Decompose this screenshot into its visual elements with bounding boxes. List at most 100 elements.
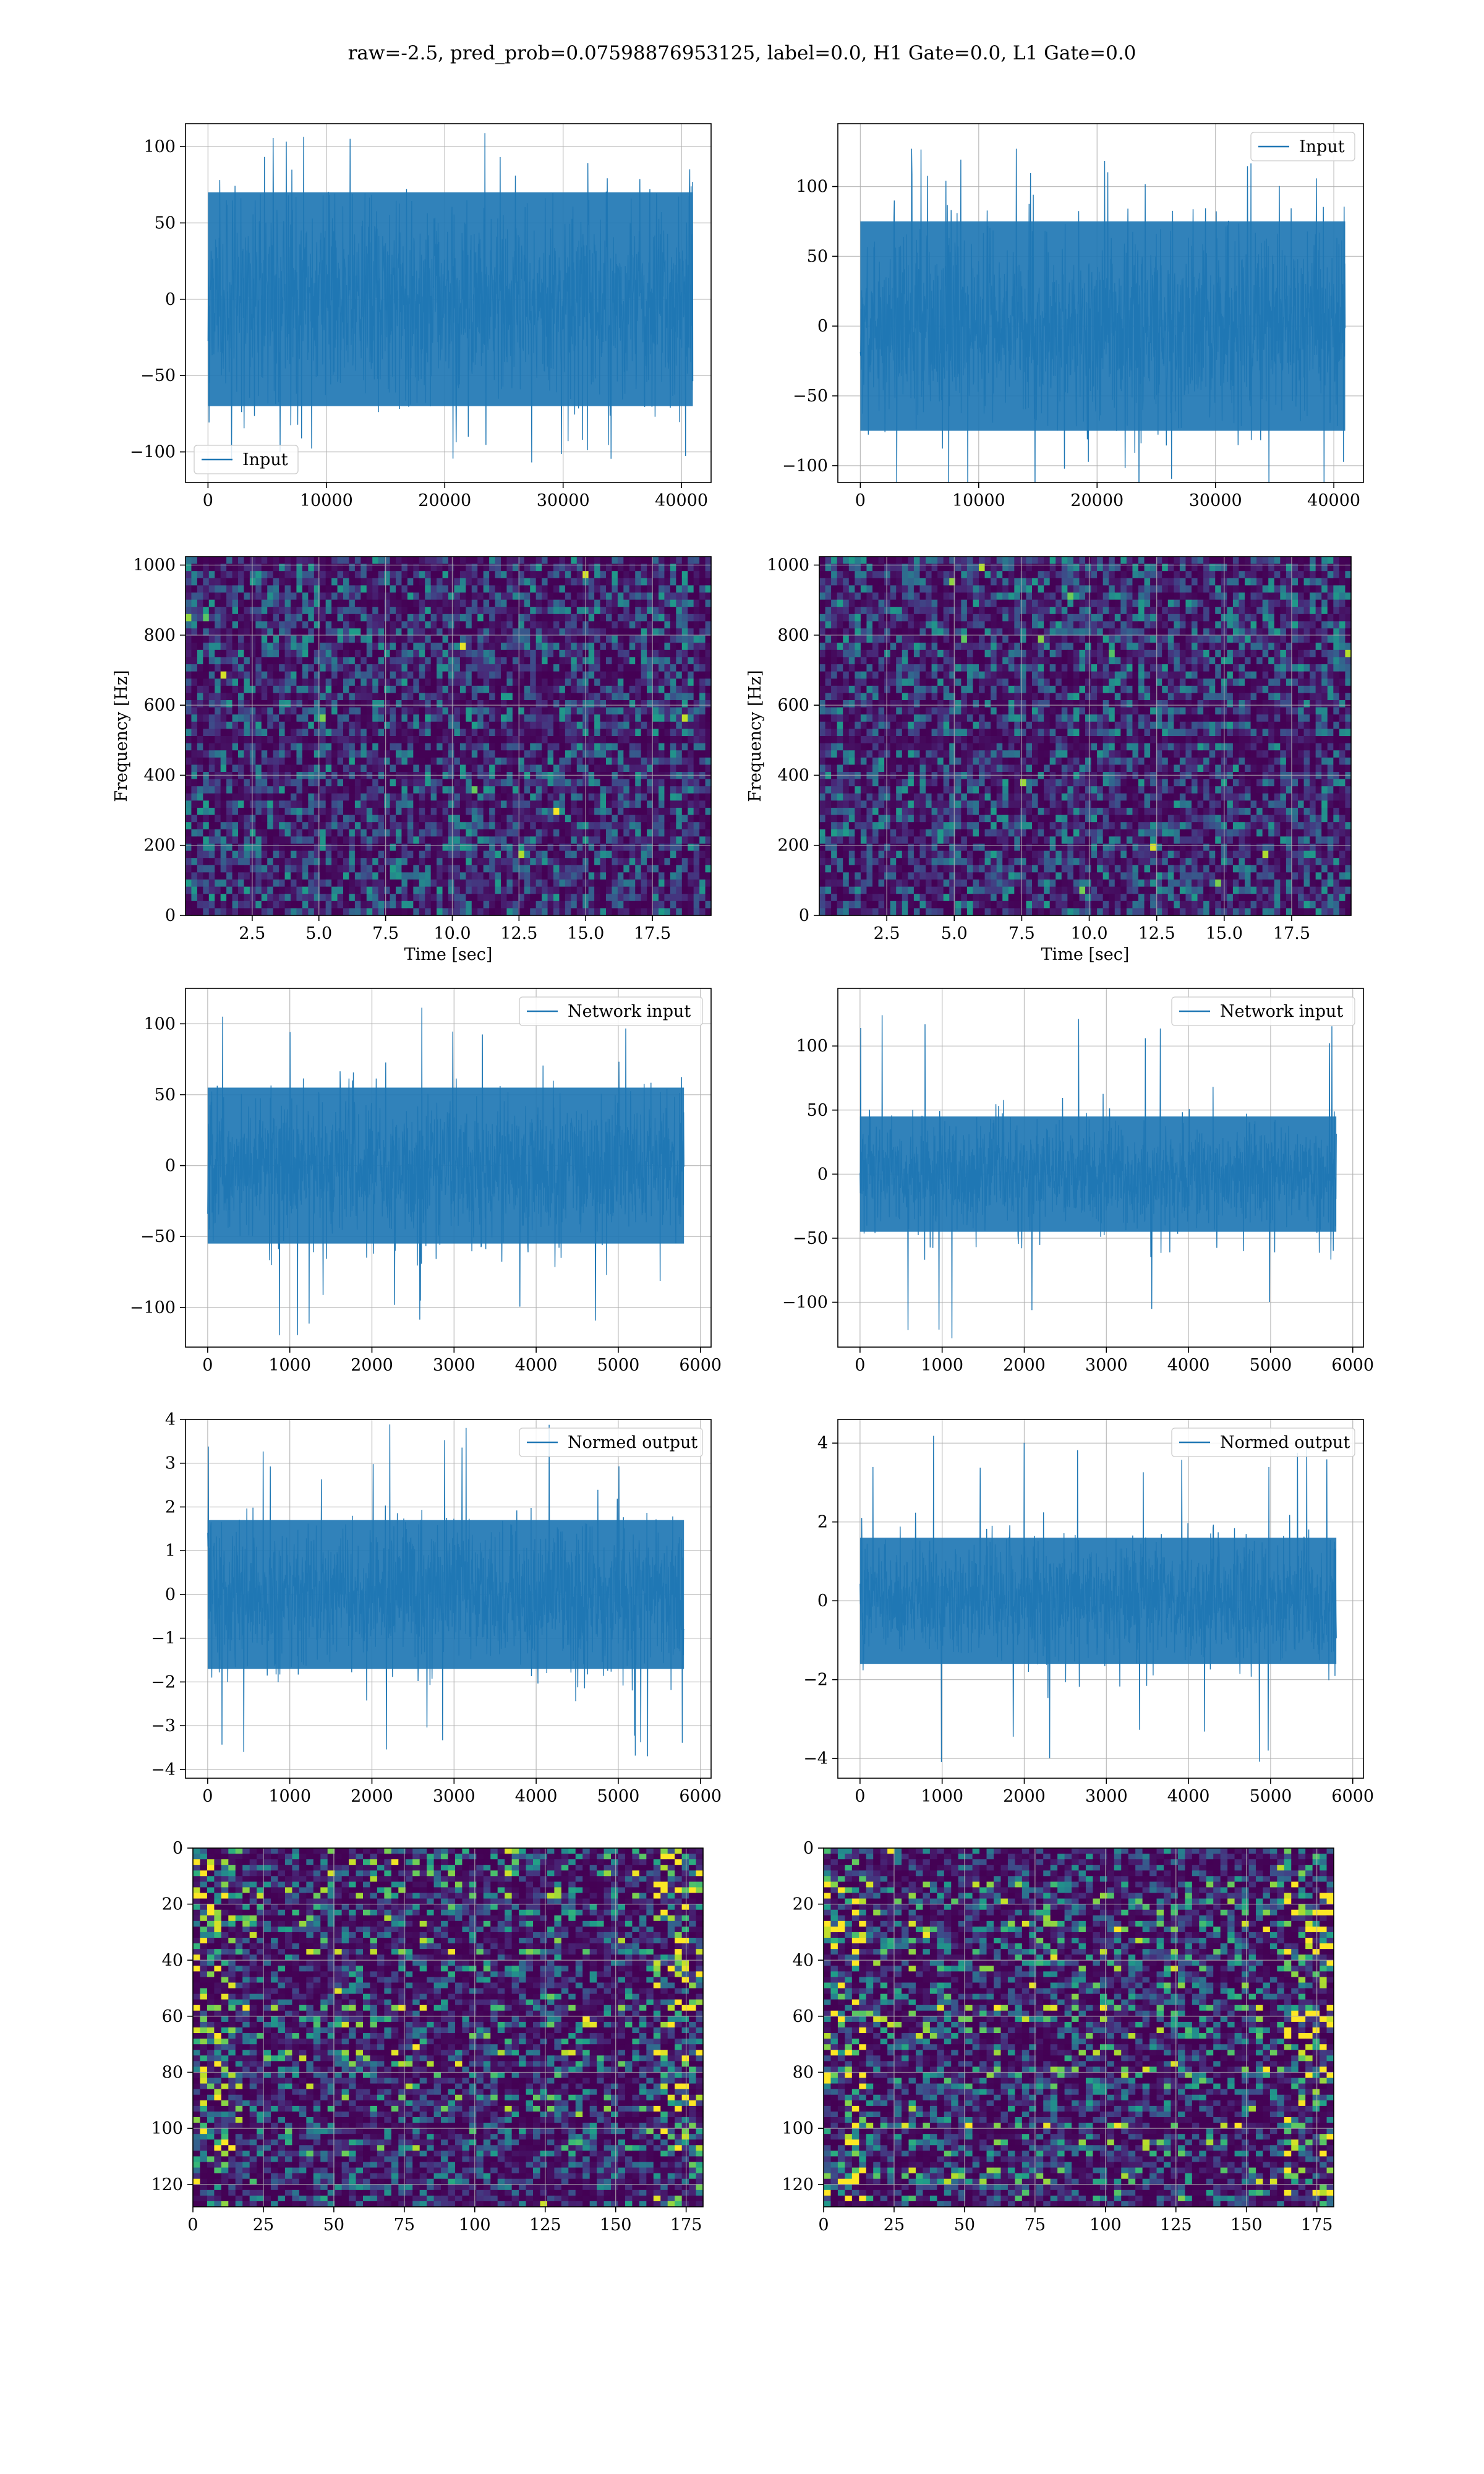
spectrogram-h1-xtick-label: 12.5 (500, 924, 537, 943)
normed-output-l1-panel: 0 1000 2000 3000 4000 5000 6000 −4 −2 0 2 4 Normed o… (803, 1419, 1374, 1806)
network-input-h1-series-band (207, 1087, 684, 1244)
input-l1-xtick-label: 40000 (1307, 491, 1360, 510)
figure-title: raw=-2.5, pred_prob=0.07598876953125, la… (348, 42, 1136, 64)
network-input-l1-xtick-label: 2000 (1003, 1356, 1046, 1375)
network-input-l1-legend-label: Network input (1220, 1002, 1343, 1021)
network-input-l1-xtick-label: 4000 (1167, 1356, 1210, 1375)
feature-map-l1-xtick-label: 150 (1230, 2215, 1263, 2235)
feature-map-l1-ytick-label: 0 (803, 1839, 814, 1858)
spectrogram-h1-xlabel: Time [sec] (404, 945, 493, 964)
network-input-h1-ytick-label: 100 (143, 1014, 176, 1034)
network-input-l1-ytick-label: 50 (807, 1101, 828, 1120)
feature-map-l1-xtick-label: 125 (1160, 2215, 1192, 2235)
feature-map-h1-frame (192, 1847, 704, 2207)
input-h1-xtick-label: 40000 (655, 491, 708, 510)
network-input-h1-xtick-label: 3000 (433, 1356, 475, 1375)
network-input-h1-xtick-label: 0 (202, 1356, 213, 1375)
normed-output-l1-xtick-label: 4000 (1167, 1787, 1210, 1806)
network-input-l1-legend-box (1171, 996, 1355, 1026)
input-h1-ytick-label: 50 (155, 213, 176, 233)
network-input-l1-series-band (859, 1116, 1337, 1232)
network-input-h1-xtick-label: 5000 (597, 1356, 640, 1375)
input-h1-frame (185, 123, 712, 483)
spectrogram-h1-ytick-label: 200 (143, 836, 176, 855)
normed-output-l1-ytick-label: 0 (817, 1591, 828, 1611)
spectrogram-l1-ytick-label: 800 (777, 626, 809, 645)
feature-map-l1-xtick-label: 75 (1025, 2215, 1046, 2235)
normed-output-h1-legend-box (519, 1427, 703, 1457)
spectrogram-l1-xtick-label: 5.0 (941, 924, 968, 943)
input-h1-series-band (208, 192, 693, 406)
input-l1-frame (837, 123, 1364, 483)
input-h1-xtick-label: 10000 (300, 491, 353, 510)
normed-output-l1-xtick-label: 5000 (1250, 1787, 1292, 1806)
normed-output-l1-series-band (859, 1538, 1337, 1664)
input-h1-legend: Input (194, 445, 299, 474)
network-input-h1-xtick-label: 6000 (679, 1356, 722, 1375)
input-l1-ytick-label: −50 (793, 387, 828, 406)
input-h1-ytick-label: 100 (143, 137, 176, 156)
normed-output-h1-ytick-label: 4 (165, 1410, 176, 1429)
spectrogram-l1-xtick-label: 10.0 (1070, 924, 1107, 943)
spectrogram-l1-frame (819, 556, 1352, 916)
input-h1-legend-label: Input (242, 450, 288, 469)
spectrogram-h1-xtick-label: 15.0 (567, 924, 604, 943)
spectrogram-h1-ytick-label: 1000 (133, 556, 176, 575)
normed-output-l1-ytick-label: 2 (817, 1513, 828, 1532)
normed-output-h1-ytick-label: 2 (165, 1497, 176, 1517)
feature-map-h1-ytick-label: 60 (162, 2007, 183, 2026)
spectrogram-l1-panel: 2.5 5.0 7.5 10.0 12.5 15.0 17.5 0 200 400 600 800 10… (746, 556, 1352, 964)
spectrogram-l1-ytick-label: 200 (777, 836, 809, 855)
normed-output-l1-legend: Normed output (1171, 1427, 1355, 1457)
feature-map-l1-panel: 0 25 50 75 100 125 150 175 0 20 40 60 80 100 120 (782, 1839, 1334, 2235)
feature-map-h1-ytick-label: 40 (162, 1951, 183, 1970)
input-l1-ytick-label: −100 (782, 456, 828, 476)
spectrogram-h1-xtick-label: 2.5 (239, 924, 265, 943)
feature-map-l1-xtick-label: 100 (1090, 2215, 1122, 2235)
normed-output-l1-xtick-label: 0 (855, 1787, 865, 1806)
input-h1-legend-box (194, 445, 299, 474)
spectrogram-h1-ytick-label: 600 (143, 696, 176, 715)
feature-map-l1-frame (823, 1847, 1334, 2207)
spectrogram-h1-xtick-label: 7.5 (372, 924, 399, 943)
spectrogram-h1-xtick-label: 10.0 (433, 924, 471, 943)
spectrogram-l1-ytick-label: 1000 (767, 556, 809, 575)
normed-output-l1-ytick-label: 4 (817, 1434, 828, 1453)
input-l1-panel: 0 10000 20000 30000 40000 −100 −50 0 50 100 Input (782, 123, 1364, 510)
spectrogram-l1-ylabel: Frequency [Hz] (746, 670, 765, 802)
normed-output-h1-xtick-label: 6000 (679, 1787, 722, 1806)
normed-output-h1-xtick-label: 1000 (268, 1787, 311, 1806)
spectrogram-h1-xtick-label: 17.5 (634, 924, 671, 943)
network-input-h1-ytick-label: 50 (155, 1085, 176, 1105)
spectrogram-l1-xtick-label: 15.0 (1206, 924, 1243, 943)
spectrogram-h1-ylabel: Frequency [Hz] (112, 670, 131, 802)
network-input-h1-legend-box (519, 996, 703, 1026)
normed-output-h1-ytick-label: 3 (165, 1454, 176, 1473)
network-input-l1-xtick-label: 3000 (1085, 1356, 1128, 1375)
feature-map-h1-xtick-label: 0 (187, 2215, 198, 2235)
input-h1-xtick-label: 0 (203, 491, 213, 510)
feature-map-l1-ytick-label: 40 (793, 1951, 814, 1970)
input-l1-ytick-label: 50 (807, 247, 828, 266)
network-input-h1-xtick-label: 4000 (515, 1356, 558, 1375)
spectrogram-l1-xtick-label: 7.5 (1009, 924, 1035, 943)
spectrogram-h1-cells (186, 557, 712, 916)
normed-output-l1-frame (837, 1419, 1364, 1779)
normed-output-l1-legend-box (1171, 1427, 1355, 1457)
normed-output-h1-ytick-label: −4 (151, 1760, 176, 1779)
feature-map-l1-ytick-label: 20 (793, 1895, 814, 1914)
normed-output-l1-xtick-label: 2000 (1003, 1787, 1046, 1806)
normed-output-h1-panel: 0 1000 2000 3000 4000 5000 6000 −4 −3 −2 −1 0 1 2 3 4 No… (151, 1410, 722, 1806)
spectrogram-h1-ytick-label: 0 (165, 906, 176, 925)
input-l1-legend-box (1250, 132, 1355, 161)
spectrogram-l1-ytick-label: 0 (799, 906, 809, 925)
normed-output-l1-xtick-label: 1000 (921, 1787, 963, 1806)
feature-map-h1-ytick-label: 100 (151, 2119, 183, 2138)
network-input-h1-legend: Network input (519, 996, 703, 1026)
normed-output-h1-ytick-label: −3 (151, 1716, 176, 1736)
input-l1-ytick-label: 100 (796, 178, 828, 197)
feature-map-h1-xtick-label: 25 (253, 2215, 274, 2235)
spectrogram-l1-xlabel: Time [sec] (1041, 945, 1130, 964)
normed-output-h1-xtick-label: 5000 (597, 1787, 640, 1806)
